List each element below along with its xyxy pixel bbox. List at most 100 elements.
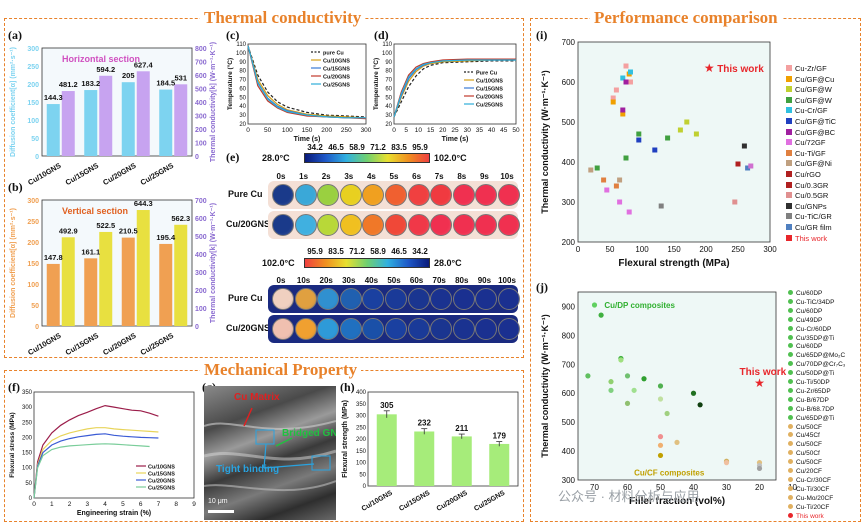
scatter-point [613,87,619,93]
bar-diffusion [46,263,60,326]
legend-text: Cu/35DP@Ti [796,334,835,342]
legend-j-entry: Cu/50CF [788,441,822,448]
legend-text: Cu-Mo/20CF [796,494,834,502]
colorbar-bottom-min: 28.0°C [434,258,462,268]
legend-swatch [786,128,792,135]
x-tick: 50 [512,127,520,134]
legend-j-entry: This work [788,512,824,520]
legend-entry: Cu/10GNS [476,79,503,85]
scatter-point [693,131,699,137]
y-right-tick: 700 [195,60,207,67]
chart-c-cooling-curves: 0 50 100 150 200 250 300 20 30 40 50 60 70 80 90 100 110… [226,42,372,143]
y-tick: 30 [239,113,246,119]
legend-text: Cu-Ti/GF [795,148,826,158]
legend-swatch [786,149,792,156]
legend-text: Cu/50CF [796,423,823,431]
legend-text: Cu/60DP [796,343,823,351]
bar-diffusion [84,258,98,326]
legend-text: Cu-Cr/GF [795,106,828,116]
scatter-point [657,434,664,440]
legend-text: Cu/50DP@Ti [796,370,835,378]
legend-i-entry: Cu-Cr/GF [786,106,828,115]
scatter-point [627,79,633,85]
legend-entry: Cu/10GNS [148,465,175,471]
scatter-point [623,155,629,161]
this-work-label: This work [717,64,764,75]
legend-swatch [788,298,793,304]
legend-swatch [786,160,792,167]
scatter-point [620,111,626,117]
y-left-tick: 0 [35,154,39,161]
legend-text: Cu-Cr/60DP [796,325,832,333]
mechanical-title: Mechanical Property [200,360,362,380]
scatter-point [631,387,637,393]
chart-j-filler-vs-conductivity: 70605040302010300400500600700800900Cu/DP… [540,291,797,507]
scatter-point [748,163,754,169]
y-tick: 60 [239,86,246,92]
y-tick: 600 [562,389,576,398]
x-tick: 50 [656,483,665,492]
thermal-circle [452,184,475,206]
legend-swatch [788,290,793,295]
legend-swatch [788,450,793,456]
section-annotation: Vertical section [62,206,128,216]
scatter-point [613,183,619,189]
legend-swatch [786,202,792,209]
time-label: 8s [457,172,467,181]
legend-text: Cu-TiC/34DP [796,298,835,306]
x-tick: 20 [439,127,447,134]
legend-swatch [788,352,793,358]
thermal-circle [339,318,362,340]
y-left-tick: 300 [27,198,39,205]
scatter-point [732,199,738,205]
legend-i-entry: Cu/GR film [786,223,832,232]
y-right-tick: 300 [195,270,207,277]
value-label: 562.3 [171,214,190,223]
legend-i-entry: Cu/GF@Cu [786,75,834,84]
legend-j-entry: Cu/65DP@Mo₂C [788,352,845,359]
x-tick: 3 [86,501,90,508]
scatter-point [684,119,690,125]
legend-text: Cu/rGO [795,170,821,179]
category-label: Cu/15GNS [398,490,431,513]
x-tick: 20 [755,483,764,492]
strength-bar [489,443,510,486]
x-tick: 200 [699,245,713,254]
x-tick: 200 [321,127,332,134]
scatter-point [735,161,741,167]
value-label: 492.9 [59,226,78,235]
scatter-point [657,383,664,389]
time-label: 0s [276,276,286,285]
x-tick: 4 [103,501,107,508]
thermal-circle [317,214,340,236]
y-tick: 0 [363,484,367,490]
thermal-circle [294,184,317,206]
value-label: 522.5 [96,221,115,230]
thermal-circle [339,184,362,206]
legend-entry: Cu/20GNS [148,479,175,485]
y-tick: 90 [385,60,392,66]
legend-j-entry: Cu-TiC/34DP [788,298,835,306]
y-left-tick: 250 [27,219,39,226]
legend-text: Cu/65DP@Mo₂C [796,352,846,360]
legend-i-entry: Cu/0.3GR [786,181,828,190]
thermal-circle [430,184,453,206]
x-tick: 9 [192,501,196,508]
legend-swatch [786,234,792,241]
chart-f-stress-strain: 0 1 2 3 4 5 6 7 8 9 0 50 100 150 200 250 300 350 Engineeri… [9,390,196,517]
annotation-dp: Cu/DP composites [604,301,675,310]
legend-j-entry: Cu-Cr/30CF [788,476,831,484]
x-tick: 2 [68,501,72,508]
thermal-circle [339,214,362,236]
legend-swatch [788,476,793,482]
y-tick: 20 [239,122,246,128]
category-label: Cu/10GNS [26,331,62,356]
thermal-circle [272,318,294,340]
y-tick: 110 [236,42,246,48]
thermal-circle [430,318,453,340]
chart-h-flexural-strength: 0 50 100 150 200 250 300 350 400 305 Cu/10GNS 232 Cu… [342,390,519,513]
legend-i-entry: This work [786,234,827,243]
y-right-tick: 800 [195,46,207,53]
legend-swatch [788,334,793,340]
y-tick: 300 [22,405,33,411]
